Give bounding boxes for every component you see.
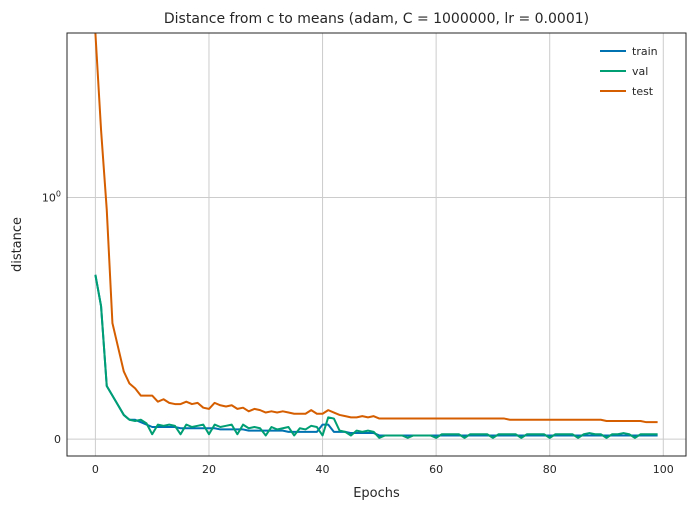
x-tick-label: 60 — [429, 463, 443, 476]
grid — [67, 33, 686, 456]
series-line-train — [94, 274, 658, 437]
x-tick-label: 0 — [92, 463, 99, 476]
x-tick-label: 40 — [316, 463, 330, 476]
legend-label-train: train — [632, 45, 658, 58]
y-tick-label: 0 — [54, 433, 61, 446]
chart-title: Distance from c to means (adam, C = 1000… — [164, 11, 589, 27]
ticks: 0 20 40 60 80 100 0 100 — [42, 190, 674, 476]
plot-frame — [66, 32, 687, 457]
x-tick-label: 100 — [653, 463, 674, 476]
series-line-test — [94, 32, 658, 424]
series-layer — [94, 32, 658, 439]
x-tick-label: 80 — [543, 463, 557, 476]
x-axis-label: Epochs — [353, 486, 400, 501]
legend-label-test: test — [632, 85, 654, 98]
x-tick-label: 20 — [202, 463, 216, 476]
series-line-val — [94, 274, 658, 439]
y-axis-label: distance — [10, 217, 25, 272]
legend: train val test — [600, 45, 658, 98]
y-tick-label: 100 — [42, 190, 61, 205]
legend-label-val: val — [632, 65, 648, 78]
